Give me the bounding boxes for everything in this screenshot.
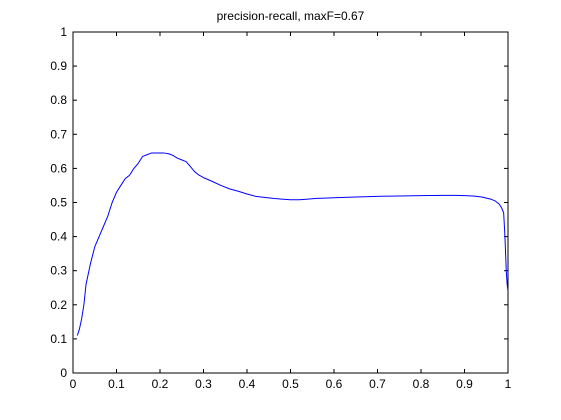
y-tick-label: 0.9 <box>50 59 67 73</box>
x-tick-label: 0.7 <box>369 377 386 391</box>
y-tick-label: 0.5 <box>50 196 67 210</box>
y-tick-label: 0.7 <box>50 127 67 141</box>
series-layer <box>76 152 509 336</box>
y-tick-label: 0.2 <box>50 298 67 312</box>
x-tick-label: 0.3 <box>195 377 212 391</box>
x-tick-label: 0 <box>70 377 77 391</box>
x-tick-label: 1 <box>505 377 512 391</box>
plot-area <box>72 31 509 374</box>
x-tick-label: 0.9 <box>456 377 473 391</box>
axes: 0 0.1 0.2 0.3 0.4 0.5 0.6 0.7 0.8 0.9 1 0 0.1 0.2 0.3 0… <box>50 25 511 391</box>
y-tick-label: 0.3 <box>50 264 67 278</box>
x-tick-label: 0.2 <box>152 377 169 391</box>
y-tick-label: 1 <box>60 25 67 39</box>
y-tick-label: 0.6 <box>50 161 67 175</box>
y-tick-label: 0.1 <box>50 332 67 346</box>
x-tick-label: 0.8 <box>413 377 430 391</box>
x-tick-label: 0.6 <box>326 377 343 391</box>
chart-title: precision-recall, maxF=0.67 <box>217 9 365 23</box>
y-tick-label: 0.4 <box>50 230 67 244</box>
y-tick-label: 0 <box>60 366 67 380</box>
x-tick-label: 0.4 <box>239 377 256 391</box>
y-tick-label: 0.8 <box>50 93 67 107</box>
series-line-0 <box>76 152 509 336</box>
x-tick-label: 0.5 <box>282 377 299 391</box>
x-tick-label: 0.1 <box>108 377 125 391</box>
